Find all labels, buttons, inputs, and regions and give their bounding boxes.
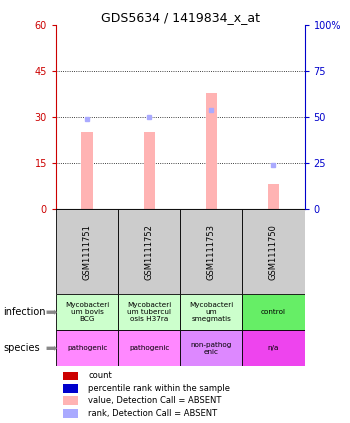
Text: infection: infection [4, 307, 46, 317]
Bar [82, 132, 93, 209]
Text: percentile rank within the sample: percentile rank within the sample [88, 384, 230, 393]
Text: GSM1111750: GSM1111750 [269, 224, 278, 280]
Text: GSM1111752: GSM1111752 [145, 224, 154, 280]
Bar [242, 209, 304, 294]
Bar [56, 294, 118, 330]
Title: GDS5634 / 1419834_x_at: GDS5634 / 1419834_x_at [101, 11, 260, 24]
Bar [63, 371, 78, 380]
Bar [118, 209, 180, 294]
Bar [206, 93, 217, 209]
Text: count: count [88, 371, 112, 380]
Bar [180, 294, 242, 330]
Text: non-pathog
enic: non-pathog enic [191, 342, 232, 355]
Text: Mycobacteri
um
smegmatis: Mycobacteri um smegmatis [189, 302, 233, 322]
Text: rank, Detection Call = ABSENT: rank, Detection Call = ABSENT [88, 409, 217, 418]
Bar [268, 184, 279, 209]
Bar [144, 132, 155, 209]
Text: control: control [261, 309, 286, 315]
Bar [242, 330, 304, 366]
Text: pathogenic: pathogenic [129, 345, 169, 351]
Text: species: species [4, 343, 40, 353]
Bar [118, 330, 180, 366]
Bar [180, 330, 242, 366]
Bar [118, 294, 180, 330]
Bar [56, 330, 118, 366]
Bar [63, 384, 78, 393]
Text: n/a: n/a [268, 345, 279, 351]
Text: value, Detection Call = ABSENT: value, Detection Call = ABSENT [88, 396, 222, 405]
Text: GSM1111753: GSM1111753 [207, 224, 216, 280]
Text: GSM1111751: GSM1111751 [83, 224, 92, 280]
Bar [180, 209, 242, 294]
Text: Mycobacteri
um tubercul
osis H37ra: Mycobacteri um tubercul osis H37ra [127, 302, 171, 322]
Bar [63, 409, 78, 418]
Bar [56, 209, 118, 294]
Text: pathogenic: pathogenic [67, 345, 107, 351]
Bar [63, 396, 78, 405]
Text: Mycobacteri
um bovis
BCG: Mycobacteri um bovis BCG [65, 302, 109, 322]
Bar [242, 294, 304, 330]
